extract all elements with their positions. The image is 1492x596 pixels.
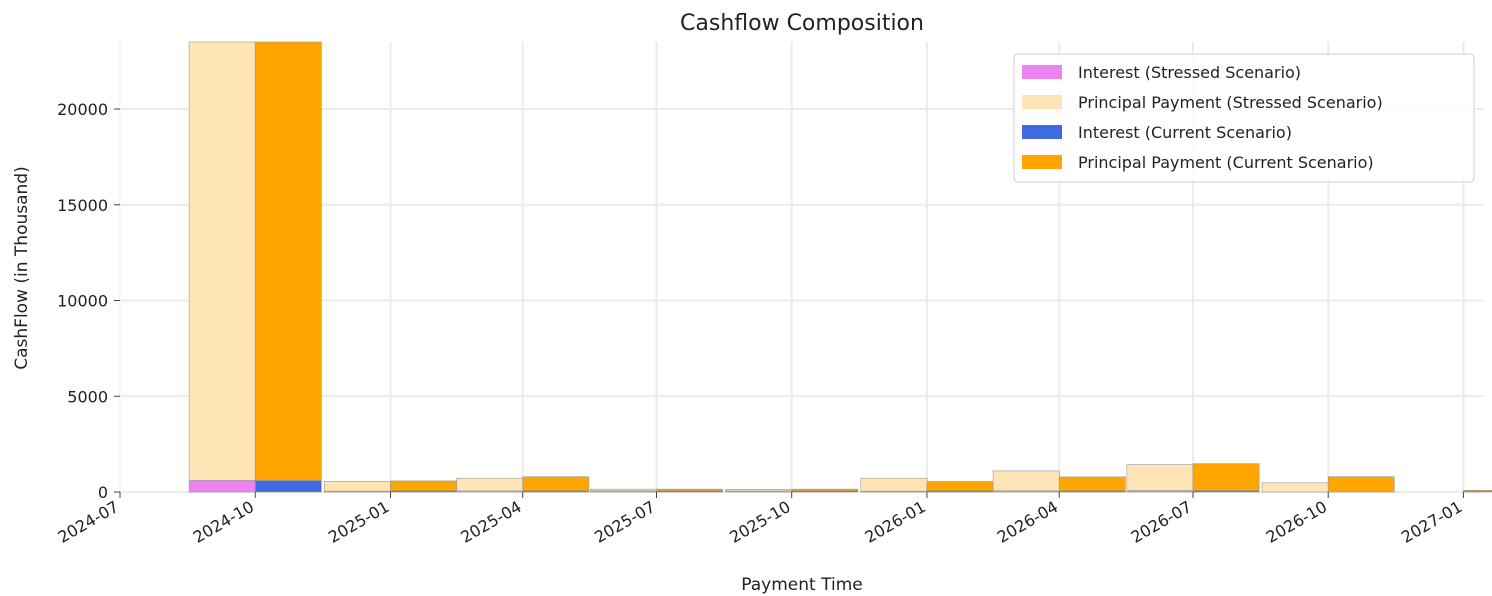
bar-principal-current-2026-10	[1327, 476, 1395, 493]
bar-principal-current-2026-04	[1058, 476, 1126, 492]
bar-interest-stressed-2026-01	[860, 490, 928, 493]
legend-label: Interest (Stressed Scenario)	[1078, 63, 1301, 82]
bar-interest-stressed-2024-10	[188, 480, 256, 493]
bar-principal-stressed-2026-04	[992, 470, 1060, 492]
x-tick-label: 2024-07	[55, 497, 122, 547]
bar-principal-stressed-2025-04	[456, 477, 524, 492]
bar-interest-stressed-2026-07	[1126, 490, 1194, 493]
bar-interest-stressed-2025-01	[324, 490, 391, 493]
bar-principal-current-2027-01	[1463, 489, 1492, 492]
bar-principal-current-2024-10	[254, 41, 322, 481]
y-tick-label: 0	[98, 483, 108, 502]
y-tick-label: 15000	[57, 196, 108, 215]
bar-interest-current-2026-01	[926, 490, 994, 493]
x-tick-label: 2026-04	[994, 497, 1061, 547]
legend-swatch	[1022, 95, 1062, 109]
x-axis-label: Payment Time	[741, 575, 862, 595]
bar-interest-current-2026-04	[1058, 490, 1126, 493]
bar-principal-stressed-2024-10	[188, 41, 256, 481]
bar-interest-current-2025-04	[522, 490, 590, 493]
x-tick-label: 2025-10	[726, 497, 793, 547]
legend-label: Interest (Current Scenario)	[1078, 123, 1292, 142]
bar-interest-stressed-2025-04	[456, 490, 524, 493]
bar-principal-stressed-2026-07	[1126, 464, 1194, 491]
legend-swatch	[1022, 65, 1062, 79]
chart-title: Cashflow Composition	[680, 11, 924, 36]
bar-principal-stressed-2025-01	[324, 480, 391, 492]
bar-principal-stressed-2026-01	[860, 477, 928, 492]
legend-label: Principal Payment (Stressed Scenario)	[1078, 93, 1383, 112]
x-ticks: 2024-07 2024-10 2025-01 2025-04 2025-07 2025-…	[55, 492, 1465, 547]
bar-interest-stressed-2025-10	[725, 490, 793, 493]
bar-interest-current-2027-01	[1463, 490, 1492, 493]
legend-box	[1013, 53, 1475, 183]
bar-principal-stressed-2026-10	[1261, 482, 1329, 493]
bar-principal-current-2025-04	[522, 476, 590, 492]
y-tick-label: 10000	[57, 292, 108, 311]
y-tick-label: 5000	[67, 387, 108, 406]
bar-interest-current-2026-07	[1192, 490, 1260, 493]
bar-principal-current-2025-01	[390, 480, 457, 492]
bar-interest-current-2024-10	[254, 480, 322, 493]
bar-principal-current-2026-01	[926, 481, 994, 492]
bars	[188, 41, 1492, 493]
bar-interest-current-2025-10	[791, 490, 859, 493]
bar-interest-stressed-2026-04	[992, 490, 1060, 493]
y-ticks: 0 5000 10000 15000 20000	[57, 100, 120, 502]
bar-interest-current-2025-01	[390, 490, 457, 493]
x-tick-label: 2024-10	[190, 497, 257, 547]
x-tick-label: 2025-01	[325, 497, 392, 547]
y-axis-label: CashFlow (in Thousand)	[12, 166, 32, 369]
x-tick-label: 2025-07	[591, 497, 658, 547]
x-tick-label: 2026-01	[862, 497, 929, 547]
y-tick-label: 20000	[57, 100, 108, 119]
bar-interest-stressed-2025-07	[590, 490, 657, 493]
x-tick-label: 2027-01	[1398, 497, 1465, 547]
x-tick-label: 2026-07	[1128, 497, 1195, 547]
legend[interactable]: Interest (Stressed Scenario) Principal Pa…	[1013, 53, 1475, 183]
bar-interest-current-2025-07	[656, 490, 723, 493]
legend-label: Principal Payment (Current Scenario)	[1078, 153, 1374, 172]
legend-swatch	[1022, 155, 1062, 169]
legend-swatch	[1022, 125, 1062, 139]
bar-principal-current-2026-07	[1192, 463, 1260, 491]
x-tick-label: 2025-04	[457, 497, 524, 547]
x-tick-label: 2026-10	[1263, 497, 1330, 547]
